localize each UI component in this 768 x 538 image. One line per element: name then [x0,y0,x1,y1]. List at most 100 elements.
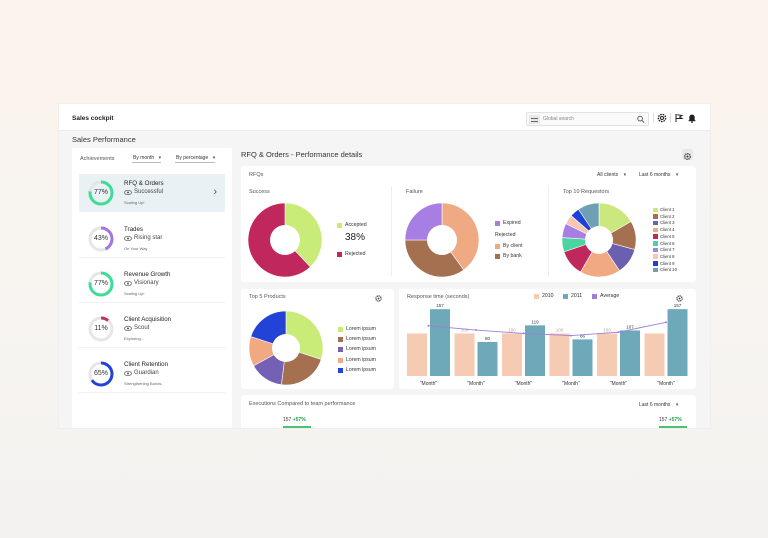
bar-2011[interactable] [572,339,593,376]
success-label: Success [249,189,270,195]
bar-2010[interactable] [549,333,570,376]
legend-label: Client 3 [660,220,675,226]
average-point[interactable] [475,329,477,332]
legend-label: Client 10 [660,267,677,273]
achievement-item[interactable]: 77% RFQ & Orders Successful Scaling Up! › [79,174,225,212]
top-requestors-label: Top 10 Requestors [563,189,610,195]
mode-select[interactable]: By percentage [175,155,216,163]
bar-2011[interactable] [525,325,545,376]
executions-label: Executions Compared to team performance [249,401,356,407]
sprout-icon [124,235,132,242]
progress-ring [88,180,114,206]
achievement-percent: 77% [93,280,108,287]
donut-hole [272,334,300,362]
search-box[interactable] [526,112,649,126]
average-point[interactable] [522,332,525,335]
settings-button[interactable] [682,149,693,160]
achievement-percent: 11% [94,325,108,332]
search-input[interactable] [543,113,633,125]
legend-label: Rejected [345,251,366,257]
achievement-item[interactable]: 11% Client Acquisition Scout Exploring... [79,310,225,348]
donut-hole [270,225,300,255]
legend-item: Expired [495,220,521,226]
bar-2010[interactable] [407,333,427,376]
achievement-name: Client Retention [124,361,169,368]
rfqs-card: RFQs All clients Last 6 months Success A… [241,166,696,282]
failure-donut-chart [404,202,480,278]
toolbar-divider [670,113,671,123]
legend-swatch [534,294,539,299]
achievement-name: Revenue Growth [124,271,171,278]
achievement-percent: 65% [93,370,108,377]
search-icon[interactable] [636,115,646,124]
achievement-item[interactable]: 65% Client Retention Guardian Strengthening… [79,355,225,393]
data-label: 100 [603,327,611,332]
eye-icon [124,189,132,196]
legend-swatch [495,244,500,249]
bar-2010[interactable] [454,333,475,376]
eye-icon [124,280,132,287]
bar-2011[interactable] [667,309,688,376]
legend-item: Client 2 [653,214,675,219]
achievement-item[interactable]: 43% Trades Rising star On Your Way [79,220,225,258]
average-point[interactable] [665,321,667,324]
bar-2011[interactable] [430,309,450,376]
success-percent: 38% [345,232,366,243]
gear-icon[interactable] [656,112,668,124]
period-select[interactable]: Last 6 months [639,402,679,408]
pie-slice[interactable] [284,202,323,268]
rfqs-label: RFQs [249,172,264,178]
legend-item: Client 10 [653,267,677,273]
legend-item: Lorem ipsum [338,367,376,373]
period-select[interactable]: Last 6 months [639,172,679,178]
progress-ring-fill [88,361,114,387]
filter-icon[interactable] [529,115,540,124]
progress-ring [88,226,114,252]
legend-swatch [653,220,658,226]
gear-icon[interactable] [675,294,684,303]
bar-2010[interactable] [644,333,665,376]
pie-slice[interactable] [404,239,465,278]
pie-slice[interactable] [441,202,480,271]
bar-2010[interactable] [502,333,522,376]
average-line [428,321,667,337]
legend-label: 2011 [571,293,583,299]
clients-select[interactable]: All clients [597,172,626,178]
gear-icon[interactable] [374,294,383,303]
stat-value: 157 [659,417,668,423]
x-tick-label: "Month" [515,381,533,387]
legend-label: Client 2 [660,213,675,219]
pie-slice[interactable] [580,239,620,278]
legend-swatch [653,261,658,266]
achievement-subtitle: On Your Way [124,246,148,251]
stat-change: +57% [292,417,306,423]
data-label: 100 [508,327,516,332]
legend-swatch [653,214,658,219]
achievement-item[interactable]: 77% Revenue Growth Visionary Scaling Up! [79,265,225,303]
flag-icon[interactable] [673,112,685,124]
x-tick-label: "Month" [467,381,485,387]
achievement-name: RFQ & Orders [124,180,164,187]
legend-swatch [495,221,500,226]
legend-swatch [337,223,342,228]
legend-item: Client 1 [653,207,675,212]
legend-item: By client [495,243,523,249]
average-point[interactable] [570,334,572,337]
legend-swatch [338,367,343,373]
progress-ring [88,316,114,342]
period-select[interactable]: By month [132,155,161,163]
bell-icon[interactable] [686,112,698,124]
bar-2011[interactable] [620,330,640,376]
chevron-right-icon[interactable]: › [213,186,217,198]
legend-label: Client 6 [660,240,675,246]
page-title: RFQ & Orders - Performance details [241,150,363,159]
bar-2010[interactable] [597,333,617,376]
average-point[interactable] [617,331,620,334]
legend-swatch [592,294,597,299]
achievement-subtitle: Scaling Up! [124,200,145,205]
bar-2011[interactable] [477,341,498,376]
legend-label: Client 9 [660,260,675,266]
average-point[interactable] [427,324,430,327]
legend-item: Average [592,293,619,299]
legend-item: Accepted [337,222,367,228]
